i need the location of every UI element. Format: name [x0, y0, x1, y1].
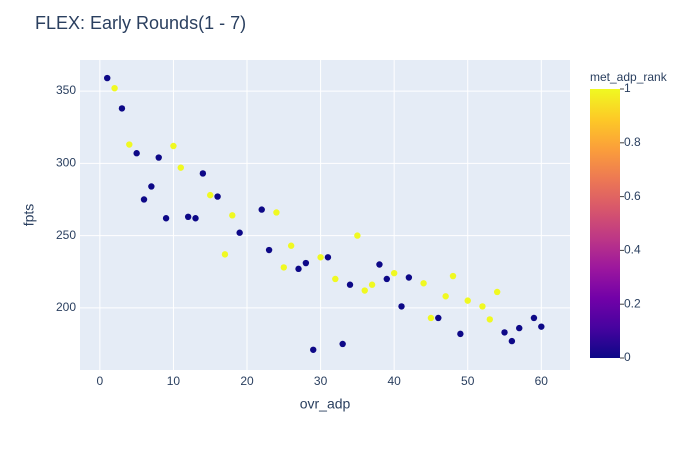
x-tick-label: 10: [167, 374, 181, 388]
x-tick-label: 20: [240, 374, 254, 388]
point: [435, 314, 442, 322]
colorbar-tick-label: 1: [624, 81, 631, 95]
point: [111, 84, 118, 92]
point: [265, 246, 273, 254]
point: [530, 314, 538, 322]
point: [361, 287, 368, 294]
point: [133, 150, 140, 157]
point: [302, 259, 310, 267]
point: [346, 281, 354, 288]
point: [457, 330, 464, 338]
y-tick-label: 250: [56, 228, 76, 242]
point: [442, 293, 449, 300]
colorbar-title: met_adp_rank: [590, 70, 668, 84]
point: [339, 340, 346, 348]
point: [192, 215, 199, 222]
point: [493, 288, 501, 296]
point: [332, 275, 339, 283]
point: [390, 269, 398, 277]
point: [287, 242, 295, 249]
point: [516, 324, 523, 332]
point: [236, 229, 243, 236]
colorbar-tick-label: 0: [624, 350, 631, 364]
point: [538, 323, 545, 330]
point: [398, 303, 405, 310]
point: [199, 170, 207, 177]
point: [104, 74, 111, 82]
point: [368, 281, 376, 288]
point: [280, 264, 287, 271]
x-axis-title: ovr_adp: [300, 396, 351, 412]
point: [155, 154, 162, 161]
point: [383, 275, 391, 283]
point: [427, 314, 435, 322]
y-axis-title: fpts: [21, 204, 37, 227]
point: [162, 215, 170, 222]
point: [148, 183, 155, 190]
point: [464, 297, 471, 304]
plot-area: [80, 60, 570, 370]
point: [214, 193, 221, 200]
point: [405, 274, 413, 281]
y-tick-label: 350: [56, 83, 76, 97]
chart-title: FLEX: Early Rounds(1 - 7): [35, 13, 246, 33]
point: [126, 141, 133, 148]
point: [376, 261, 383, 268]
y-tick-label: 300: [56, 156, 76, 170]
point: [479, 303, 486, 310]
point: [486, 316, 494, 323]
x-tick-label: 30: [314, 374, 328, 388]
point: [354, 232, 361, 239]
point: [258, 206, 265, 213]
colorbar: [590, 89, 620, 358]
point: [184, 213, 192, 221]
point: [420, 280, 427, 287]
point: [177, 164, 184, 171]
point: [501, 329, 508, 336]
point: [140, 196, 148, 203]
x-tick-label: 40: [387, 374, 401, 388]
point: [221, 251, 229, 258]
point: [118, 105, 126, 112]
x-tick-label: 0: [97, 374, 104, 388]
point: [310, 346, 317, 353]
x-tick-label: 50: [461, 374, 475, 388]
point: [317, 254, 324, 261]
colorbar-tick-label: 0.4: [624, 243, 641, 257]
point: [273, 209, 280, 216]
x-tick-label: 60: [535, 374, 549, 388]
point: [324, 254, 332, 261]
point: [207, 191, 214, 199]
y-tick-label: 200: [56, 300, 76, 314]
point: [295, 265, 302, 273]
colorbar-tick-label: 0.6: [624, 189, 641, 203]
point: [229, 212, 236, 219]
point: [508, 337, 516, 345]
colorbar-tick-label: 0.8: [624, 135, 641, 149]
point: [449, 272, 457, 280]
point: [170, 142, 177, 150]
colorbar-tick-label: 0.2: [624, 296, 641, 310]
